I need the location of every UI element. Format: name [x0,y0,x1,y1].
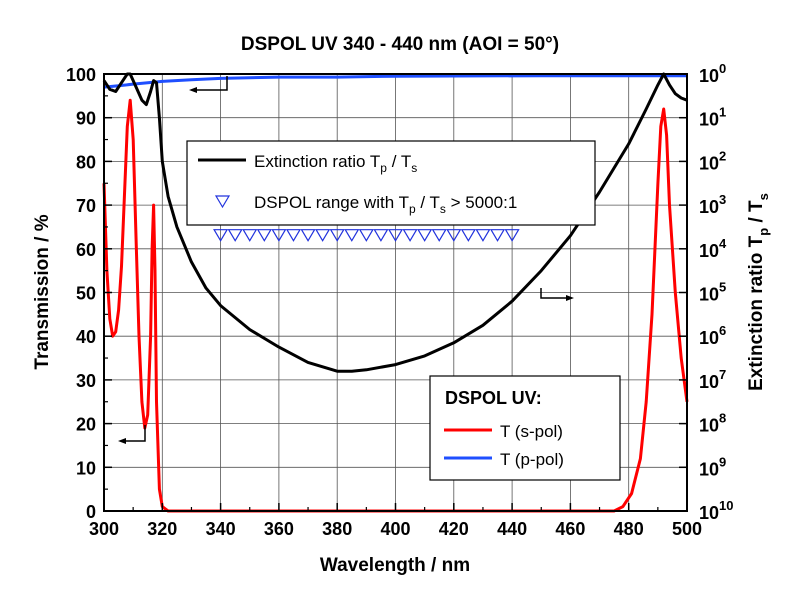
range-marker [446,229,462,242]
range-marker [460,229,476,242]
y-tick-label: 10 [76,458,96,478]
s-pol-line [102,98,689,513]
y2-tick-label: 107 [699,367,726,392]
range-marker [285,229,302,242]
range-marker [227,229,243,242]
range-marker [387,229,404,242]
range-marker [242,229,258,242]
y-tick-label: 60 [76,240,96,260]
x-tick-label: 420 [439,519,469,539]
arrow-extinction-to-right-axis [540,288,567,299]
range-marker [358,229,374,242]
range-marker [402,229,418,242]
x-tick-label: 500 [672,519,702,539]
arrow-head [118,438,126,444]
legend-range-label: DSPOL range with Tp / Ts > 5000:1 [254,193,517,216]
range-marker [475,229,491,242]
ticks: 300 320 340 360 380 400 420 440 460 480 500 0 10 20 30… [66,61,734,539]
range-marker [271,229,287,242]
y-tick-label: 100 [66,65,96,85]
range-marker [431,229,447,242]
extinction-line [102,72,688,373]
x-tick-label: 400 [380,519,410,539]
y-axis-label: Transmission / % [32,214,53,369]
x-tick-label: 440 [497,519,527,539]
arrow-s-pol-to-left-axis [124,425,146,442]
x-tick-label: 340 [206,519,236,539]
arrow-p-pol-to-left-axis [195,76,228,91]
range-marker [329,229,345,242]
y2-tick-label: 109 [699,454,726,479]
legend-extinction: Extinction ratio Tp / Ts DSPOL range wit… [186,140,596,226]
y-tick-label: 30 [76,371,96,391]
x-tick-label: 300 [89,519,119,539]
x-tick-label: 320 [147,519,177,539]
arrow-head [189,87,197,93]
y2-tick-label: 1010 [699,498,734,523]
x-axis-label: Wavelength / nm [320,555,470,576]
y2-axis-label: Extinction ratio Tp / Ts [746,193,771,391]
y2-tick-label: 108 [699,411,726,436]
y-tick-label: 50 [76,284,96,304]
range-marker [504,229,520,242]
y-tick-label: 70 [76,196,96,216]
range-marker [373,229,389,242]
x-tick-label: 480 [614,519,644,539]
y-tick-label: 0 [86,502,96,522]
y-tick-label: 80 [76,152,96,172]
legend-p-pol-label: T (p-pol) [500,450,564,469]
chart-title: DSPOL UV 340 - 440 nm (AOI = 50°) [241,34,559,55]
y-tick-label: 20 [76,415,96,435]
range-marker [256,229,272,242]
y2-tick-label: 104 [699,236,727,261]
y2-tick-label: 101 [699,105,726,130]
range-marker [417,229,433,242]
p-pol-line [103,74,687,89]
legend-extinction-label: Extinction ratio Tp / Ts [254,152,417,175]
x-tick-label: 380 [322,519,352,539]
range-marker [300,229,316,242]
x-tick-label: 360 [264,519,294,539]
series-layer [102,72,689,513]
range-marker [213,229,229,242]
legend-triangle-marker [214,195,231,209]
y2-tick-label: 105 [699,280,726,305]
range-marker [315,229,331,242]
x-tick-label: 460 [555,519,585,539]
y2-tick-label: 106 [699,323,726,348]
range-marker [344,229,360,242]
legend-title: DSPOL UV: [445,388,542,408]
legend-transmission: DSPOL UV: T (s-pol) T (p-pol) [429,375,621,481]
y-tick-label: 90 [76,109,96,129]
legend-s-pol-label: T (s-pol) [500,422,563,441]
y2-tick-label: 100 [699,61,726,86]
y-tick-label: 40 [76,327,96,347]
arrow-head [566,295,574,301]
y2-tick-label: 103 [699,192,726,217]
y2-tick-label: 102 [699,148,726,173]
range-marker [489,229,506,242]
